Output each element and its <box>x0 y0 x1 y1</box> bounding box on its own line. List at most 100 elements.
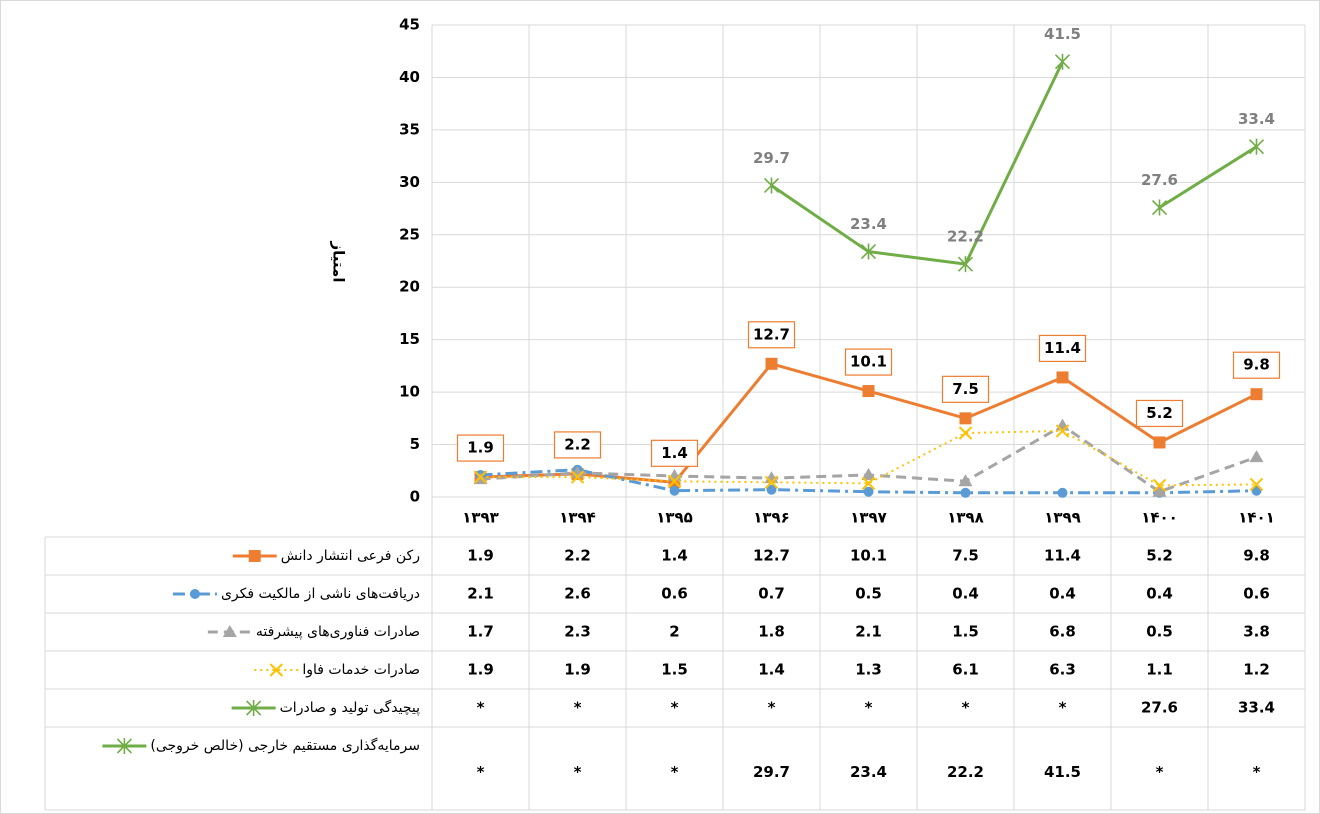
table-cell: * <box>1059 699 1067 717</box>
table-cell: 1.8 <box>758 623 785 641</box>
table-cell: 41.5 <box>1044 763 1081 781</box>
table-cell: 33.4 <box>1238 699 1275 717</box>
table-cell: 10.1 <box>850 547 887 565</box>
data-label: 1.9 <box>467 439 494 457</box>
data-label: 2.2 <box>564 435 591 453</box>
legend-text-box: دریافت‌های ناشی از مالکیت فکری <box>50 579 420 609</box>
table-cell: 9.8 <box>1243 547 1270 565</box>
table-cell: 0.6 <box>1243 585 1270 603</box>
marker <box>116 738 132 754</box>
marker <box>1248 138 1265 155</box>
table-cell: * <box>574 763 582 781</box>
table-cell: 1.9 <box>564 661 591 679</box>
table-cell: * <box>1156 763 1164 781</box>
marker <box>958 426 973 440</box>
y-tick-label: 30 <box>399 173 420 191</box>
table-cell: 1.5 <box>952 623 979 641</box>
table-cell: 0.4 <box>1146 585 1173 603</box>
y-tick-label: 5 <box>410 435 420 453</box>
y-tick-label: 15 <box>399 330 420 348</box>
x-tick-label: ۱۳۹۹ <box>1044 509 1081 527</box>
table-cell: 2.6 <box>564 585 591 603</box>
table-cell: 1.9 <box>467 661 494 679</box>
x-tick-label: ۱۴۰۱ <box>1238 509 1275 527</box>
table-cell: 1.2 <box>1243 661 1270 679</box>
marker <box>765 357 778 370</box>
data-label-box <box>650 439 699 467</box>
legend-entry: سرمایه‌گذاری مستقیم خارجی (خالص خروجی) <box>150 738 420 754</box>
legend-text-box: صادرات خدمات فاوا <box>50 655 420 685</box>
data-label-box <box>456 434 505 462</box>
legend-label: رکن فرعی انتشار دانش <box>280 548 420 564</box>
table-cell: 1.1 <box>1146 661 1173 679</box>
table-cell: * <box>1253 763 1261 781</box>
x-tick-label: ۱۳۹۴ <box>559 509 596 527</box>
marker <box>861 476 876 491</box>
series-line <box>770 61 1064 266</box>
y-tick-label: 35 <box>399 120 420 138</box>
table-cell: * <box>671 763 679 781</box>
table-cell: * <box>574 699 582 717</box>
marker <box>1249 450 1264 463</box>
series-line <box>1158 145 1258 209</box>
table-cell: 22.2 <box>947 763 984 781</box>
data-label-box <box>1038 334 1087 363</box>
marker <box>766 484 777 495</box>
data-label: 22.2 <box>947 228 984 246</box>
marker <box>1152 478 1167 493</box>
y-tick-label: 40 <box>399 68 420 86</box>
table-cell: 2.2 <box>564 547 591 565</box>
data-label: 9.8 <box>1243 356 1270 374</box>
marker <box>248 550 261 562</box>
series-line <box>480 468 1257 495</box>
table-cell: * <box>477 699 485 717</box>
legend-label: صادرات خدمات فاوا <box>302 662 420 678</box>
marker <box>863 486 874 497</box>
marker <box>1249 477 1264 492</box>
y-tick-label: 0 <box>410 488 420 506</box>
data-label: 12.7 <box>753 325 790 343</box>
table-cell: 6.8 <box>1049 623 1076 641</box>
marker <box>862 385 875 398</box>
legend-entry: صادرات خدمات فاوا <box>50 655 420 685</box>
table-cell: 1.7 <box>467 623 494 641</box>
marker <box>1054 53 1071 70</box>
table-cell: 27.6 <box>1141 699 1178 717</box>
x-tick-label: ۱۳۹۵ <box>656 509 693 527</box>
marker <box>959 412 972 425</box>
legend-entry: رکن فرعی انتشار دانش <box>280 548 420 564</box>
table-cell: 2.1 <box>467 585 494 603</box>
marker <box>1153 436 1166 449</box>
marker <box>1250 388 1263 401</box>
x-tick-label: ۱۳۹۶ <box>753 509 790 527</box>
marker <box>473 470 488 484</box>
marker <box>669 485 680 496</box>
data-label-box <box>844 348 893 376</box>
table-cell: 0.7 <box>758 585 785 603</box>
table-cell: 2.3 <box>564 623 591 641</box>
table-cell: 1.9 <box>467 547 494 565</box>
table-cell: 6.1 <box>952 661 979 679</box>
data-label-box <box>1232 351 1281 379</box>
table-cell: * <box>477 763 485 781</box>
marker <box>1055 424 1070 438</box>
table-cell: 1.4 <box>758 661 785 679</box>
data-label-box <box>553 431 602 459</box>
table-cell: 1.4 <box>661 547 688 565</box>
data-label: 33.4 <box>1238 110 1275 128</box>
marker <box>958 474 973 487</box>
marker <box>1057 487 1068 498</box>
legend-text-box: صادرات فناوری‌های پیشرفته <box>50 617 420 647</box>
table-cell: 0.4 <box>1049 585 1076 603</box>
marker <box>861 467 876 480</box>
table-cell: 2 <box>669 623 679 641</box>
marker <box>189 589 200 599</box>
data-label: 27.6 <box>1141 171 1178 189</box>
data-label-box <box>941 375 990 403</box>
legend-label: پیچیدگی تولید و صادرات <box>279 700 420 716</box>
table-cell: 1.3 <box>855 661 882 679</box>
table-cell: 1.5 <box>661 661 688 679</box>
data-label: 11.4 <box>1044 339 1081 357</box>
marker <box>860 243 877 260</box>
